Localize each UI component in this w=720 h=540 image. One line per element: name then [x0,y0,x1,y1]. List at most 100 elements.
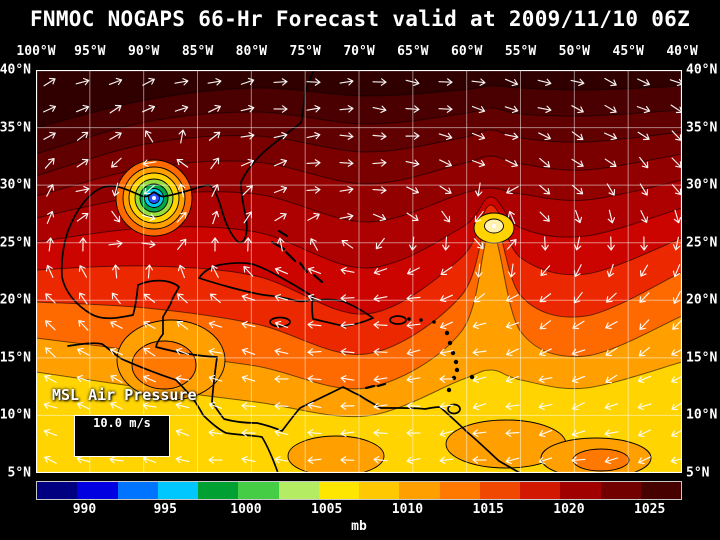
wind-arrow-icon [276,237,285,252]
wind-arrow-icon [537,78,552,87]
wind-arrow-icon [244,237,252,252]
wind-arrow-icon [504,78,519,87]
wind-arrow-icon [504,132,519,141]
wind-arrow-icon [607,236,615,251]
wind-arrow-icon [79,237,87,252]
wind-arrow-icon [208,456,223,464]
colorbar-segment-8 [318,482,359,499]
wind-arrow-icon [341,239,354,249]
wind-arrow-icon [539,320,552,330]
lat-tick-20°N: 20°N [0,292,31,308]
wind-arrow-icon [373,375,388,383]
wind-arrow-icon [273,158,288,167]
wind-arrow-icon [538,429,553,438]
wind-arrow-icon [109,347,124,356]
lon-tick-70°W: 70°W [343,44,375,59]
wind-arrow-icon [571,105,584,114]
wind-arrow-icon [273,131,288,140]
wind-arrow-icon [176,158,189,168]
wind-arrow-icon [439,294,453,303]
wind-arrow-icon [241,455,256,464]
wind-arrow-icon [339,78,354,86]
colorbar-unit-label: mb [351,519,367,534]
wind-arrow-icon [208,348,223,356]
wind-arrow-icon [472,402,487,411]
wind-arrow-icon [178,129,186,144]
wind-arrow-icon [111,182,120,197]
wind-arrow-icon [439,159,452,168]
wind-arrow-icon [672,319,682,330]
wind-arrow-icon [273,78,288,86]
wind-arrow-icon [208,401,223,410]
wind-arrow-icon [77,347,90,356]
wind-arrow-icon [604,104,617,114]
wind-arrow-icon [306,131,321,140]
colorbar-tick-1025: 1025 [634,502,666,517]
wind-arrow-icon [671,130,682,141]
wind-arrow-icon [636,105,651,114]
wind-arrow-icon [638,456,651,465]
wind-arrow-icon [372,186,387,194]
map-area: MSL Air Pressure 10.0 m/s [36,70,682,473]
wind-arrow-icon [541,236,549,251]
wind-arrow-icon [406,402,421,410]
wind-arrow-icon [145,264,153,279]
wind-arrow-icon [240,158,255,167]
lat-tick-35°N: 35°N [686,120,718,136]
wind-arrow-icon [539,184,551,195]
colorbar-segment-11 [439,482,480,499]
wind-arrow-icon [507,210,516,225]
wind-arrow-icon [211,237,219,252]
wind-arrow-icon [473,238,484,250]
wind-arrow-icon [539,348,552,357]
wind-arrow-icon [605,321,618,330]
lon-tick-85°W: 85°W [181,44,214,59]
lat-tick-15°N: 15°N [0,350,31,366]
wind-arrow-icon [505,456,520,465]
wind-arrow-icon [406,429,421,437]
colorbar-tick-1000: 1000 [230,502,262,517]
wind-arrow-icon [142,402,157,410]
wind-arrow-icon [306,105,321,113]
lat-tick-25°N: 25°N [686,235,718,251]
wind-arrow-icon [372,213,387,222]
wind-arrow-icon [572,402,585,411]
wind-arrow-icon [439,456,454,464]
wind-arrow-icon [141,240,156,248]
wind-arrow-icon [440,266,453,276]
wind-legend-box: 10.0 m/s [74,415,170,457]
wind-arrow-icon [174,104,189,113]
wind-arrow-icon [210,157,220,170]
lon-tick-40°W: 40°W [666,44,698,59]
wind-legend-arrow-icon [0,431,445,456]
wind-arrow-icon [307,293,322,302]
wind-arrow-icon [540,265,551,277]
wind-arrow-icon [243,211,253,224]
wind-arrow-icon [207,78,222,86]
wind-arrow-icon [574,209,583,224]
wind-arrow-icon [45,293,56,304]
wind-arrow-icon [539,157,551,168]
lon-tick-75°W: 75°W [289,44,321,59]
wind-arrow-icon [142,159,157,167]
wind-arrow-icon [638,429,651,438]
wind-arrow-icon [307,212,320,221]
colorbar-segment-6 [238,482,279,499]
colorbar-tick-labels: 990 995 1000 1005 1010 1015 1020 1025 [0,502,720,518]
wind-arrow-icon [273,105,288,113]
colorbar-segment-16 [640,482,681,499]
wind-arrow-icon [77,401,90,410]
wind-arrow-icon [539,211,550,222]
wind-arrow-icon [175,375,190,383]
wind-arrow-icon [109,131,122,141]
wind-arrow-icon [571,429,586,438]
wind-arrow-icon [604,429,619,437]
wind-arrow-icon [46,237,54,252]
wind-arrow-icon [637,78,650,87]
colorbar-segment-1 [37,482,78,499]
wind-arrow-icon [406,212,419,222]
wind-arrow-icon [340,429,355,437]
wind-arrow-icon [672,291,681,304]
lon-tick-65°W: 65°W [397,44,429,59]
wind-arrow-icon [175,428,190,437]
